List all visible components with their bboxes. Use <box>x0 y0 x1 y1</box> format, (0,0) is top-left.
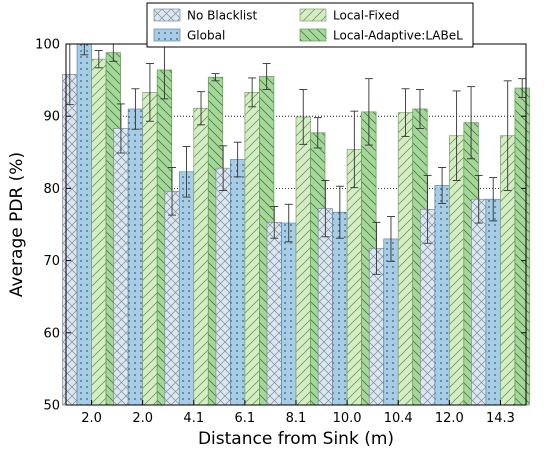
x-tick-label: 10.4 <box>384 411 413 426</box>
bars-group <box>62 43 530 406</box>
bar-pattern <box>471 198 487 406</box>
bar-pattern <box>383 238 399 406</box>
bar-pattern <box>434 185 450 406</box>
bar-pattern <box>514 87 530 406</box>
legend-swatch-pattern <box>153 28 181 42</box>
x-tick-label: 14.3 <box>486 411 515 426</box>
legend-swatch-pattern <box>299 8 327 22</box>
bar-pattern <box>230 159 246 406</box>
x-tick-label: 8.1 <box>286 411 307 426</box>
x-tick-label: 10.0 <box>333 411 362 426</box>
bar-pattern <box>266 221 282 406</box>
x-tick-label: 2.0 <box>132 411 153 426</box>
bar-pattern <box>164 190 180 406</box>
legend-swatch-pattern <box>153 8 181 22</box>
y-tick-label: 70 <box>43 254 60 269</box>
bar-pattern <box>485 198 501 406</box>
legend: No Blacklist Global Local-Fixed Local-Adapt… <box>146 2 474 48</box>
bar-pattern <box>244 92 260 406</box>
y-tick-label: 50 <box>43 399 60 414</box>
bar-pattern <box>91 58 107 406</box>
bar-pattern <box>193 107 209 406</box>
bar-pattern <box>142 92 158 406</box>
bar-pattern <box>332 211 348 406</box>
y-tick-label: 60 <box>43 326 60 341</box>
bar-pattern <box>295 116 311 406</box>
x-axis: 2.0 2.0 4.1 6.1 8.1 10.0 10.4 12.0 14.3 <box>81 400 515 426</box>
x-tick-label: 4.1 <box>183 411 204 426</box>
legend-label: Local-Adaptive:LABeL <box>333 29 463 43</box>
bar-pattern <box>215 167 231 406</box>
legend-swatch-pattern <box>299 28 327 42</box>
y-tick-label: 90 <box>43 110 60 125</box>
error-bars-group <box>65 43 527 275</box>
x-tick-label: 6.1 <box>235 411 256 426</box>
bar-pattern <box>113 128 129 406</box>
bar-pattern <box>178 171 195 406</box>
y-axis: 50 60 70 80 90 100 <box>35 38 526 414</box>
legend-label: Local-Fixed <box>333 9 400 23</box>
bar-pattern <box>397 112 414 406</box>
bar-pattern <box>127 108 144 406</box>
y-tick-label: 80 <box>43 182 60 197</box>
bar-pattern <box>281 222 297 406</box>
x-tick-label: 2.0 <box>81 411 102 426</box>
bar-pattern <box>62 73 78 406</box>
legend-label: Global <box>187 29 225 43</box>
bar-pattern <box>317 208 333 406</box>
x-tick-label: 12.0 <box>435 411 464 426</box>
legend-label: No Blacklist <box>187 9 258 23</box>
y-tick-label: 100 <box>35 38 60 53</box>
bar-pattern <box>76 43 92 406</box>
y-axis-title: Average PDR (%) <box>7 152 27 297</box>
x-axis-title: Distance from Sink (m) <box>198 429 394 449</box>
